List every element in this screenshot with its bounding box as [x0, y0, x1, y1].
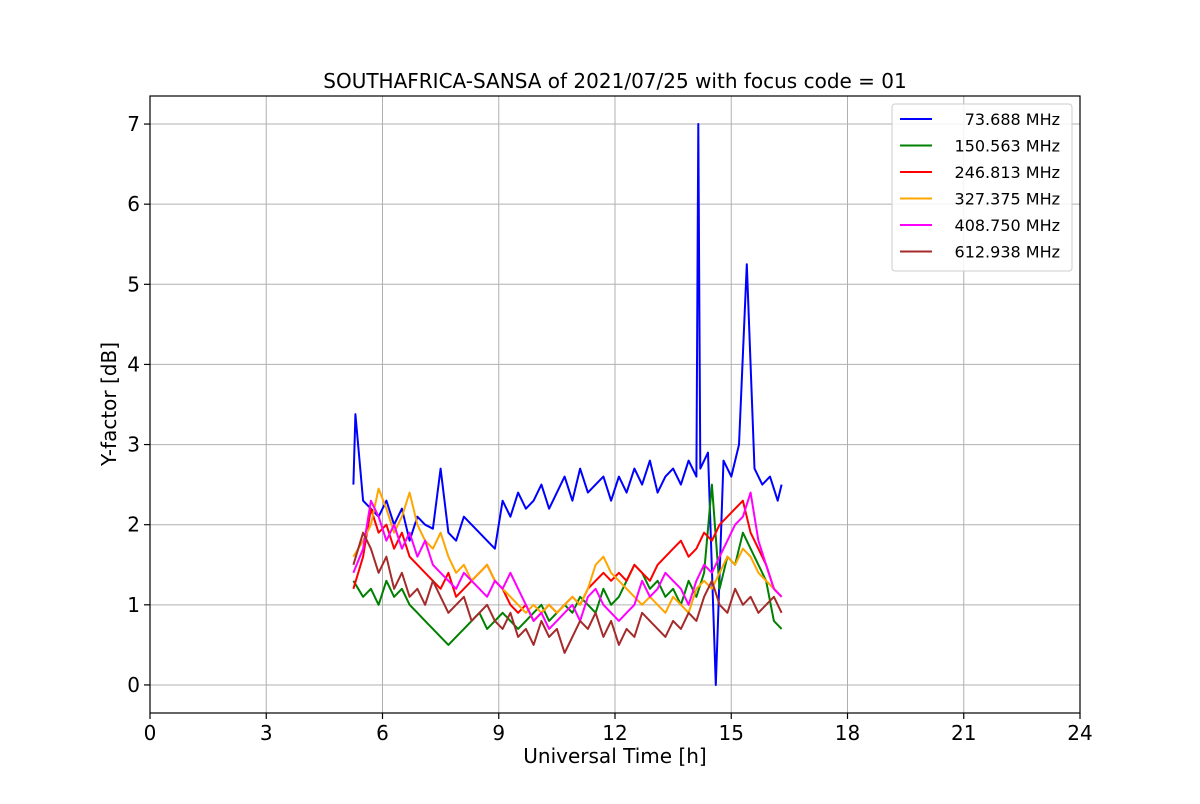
legend-label-408-750-mhz: 408.750 MHz: [955, 216, 1060, 235]
x-tick-label: 21: [951, 721, 976, 745]
y-tick-label: 4: [127, 352, 140, 376]
y-tick-label: 3: [127, 433, 140, 457]
legend-label-73-688-mhz: 73.688 MHz: [965, 110, 1060, 129]
legend-label-327-375-mhz: 327.375 MHz: [955, 190, 1060, 209]
x-tick-label: 24: [1067, 721, 1092, 745]
x-tick-label: 6: [376, 721, 389, 745]
series-layer: [352, 123, 783, 686]
legend: 73.688 MHz 150.563 MHz 246.813 MHz 327.375 …: [891, 103, 1073, 272]
series-line-73-688-mhz: [352, 123, 783, 686]
y-tick-label: 7: [127, 112, 140, 136]
legend-box: [891, 103, 1073, 272]
x-tick-label: 12: [602, 721, 627, 745]
y-tick-label: 5: [127, 272, 140, 296]
legend-label-246-813-mhz: 246.813 MHz: [955, 163, 1060, 182]
y-tick-label: 1: [127, 593, 140, 617]
series-line-408-750-mhz: [352, 491, 783, 630]
y-axis-label: Y-factor [dB]: [97, 342, 121, 467]
x-tick-label: 15: [719, 721, 744, 745]
chart-title: SOUTHAFRICA-SANSA of 2021/07/25 with foc…: [323, 69, 907, 93]
legend-label-612-938-mhz: 612.938 MHz: [955, 243, 1060, 262]
x-tick-label: 18: [835, 721, 860, 745]
x-tick-label: 3: [260, 721, 273, 745]
series-line-612-938-mhz: [352, 531, 783, 654]
x-tick-label: 0: [144, 721, 157, 745]
y-tick-label: 6: [127, 192, 140, 216]
y-tick-label: 2: [127, 513, 140, 537]
x-tick-label: 9: [492, 721, 505, 745]
legend-label-150-563-mhz: 150.563 MHz: [955, 137, 1060, 156]
x-axis-label: Universal Time [h]: [523, 744, 706, 768]
y-tick-label: 0: [127, 673, 140, 697]
